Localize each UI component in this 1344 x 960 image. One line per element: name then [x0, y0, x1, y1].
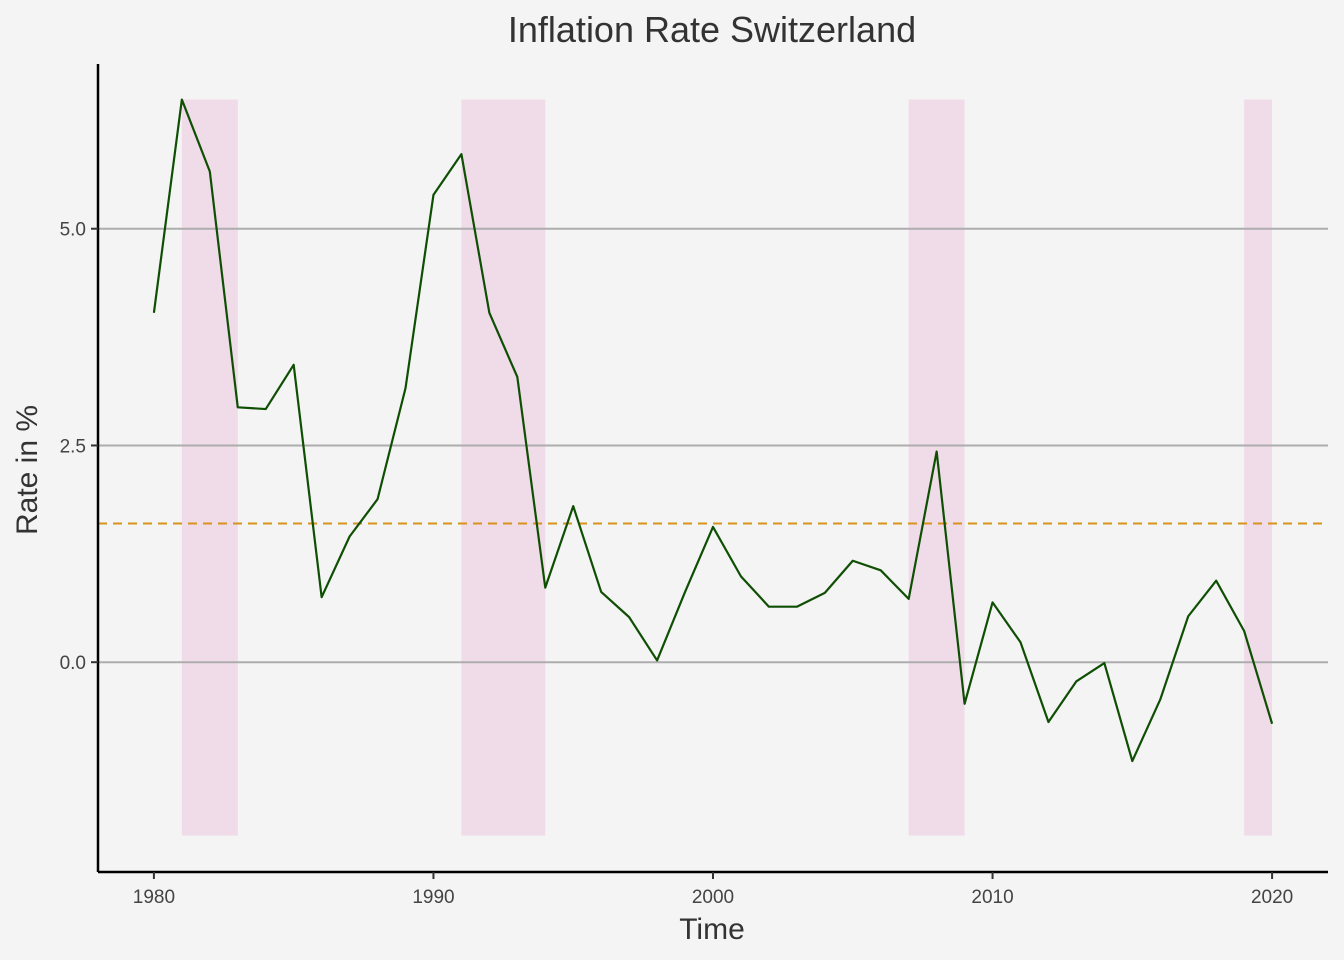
- y-axis-title: Rate in %: [11, 405, 44, 535]
- shaded-period: [1244, 99, 1273, 836]
- x-tick-label: 2020: [1251, 887, 1293, 908]
- x-tick-label: 1990: [412, 887, 454, 908]
- x-tick-label: 2010: [971, 887, 1013, 908]
- shaded-period: [461, 99, 546, 836]
- chart-title: Inflation Rate Switzerland: [508, 9, 916, 50]
- x-axis-title: Time: [679, 913, 745, 946]
- y-tick-label: 0.0: [60, 653, 86, 674]
- x-tick-label: 2000: [692, 887, 734, 908]
- shaded-period: [181, 99, 238, 836]
- shaded-period: [908, 99, 965, 836]
- x-tick-label: 1980: [133, 887, 175, 908]
- series-layer: [152, 98, 1274, 763]
- series-line: [152, 98, 1274, 763]
- axes: 0.0 2.5 5.0 1980 1990 2000 2010 2020: [60, 64, 1328, 908]
- recession-shading: [181, 99, 1273, 836]
- y-tick-label: 5.0: [60, 220, 86, 241]
- y-tick-label: 2.5: [60, 436, 86, 457]
